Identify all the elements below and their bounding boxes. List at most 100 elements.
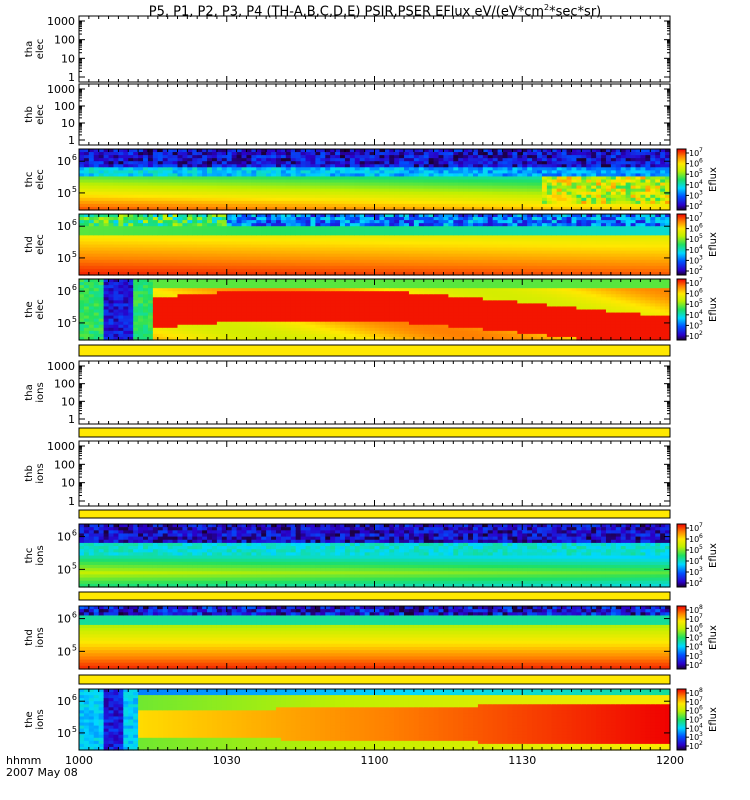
colorbar-label: Eflux (708, 543, 719, 568)
ylabel-line2: elec (35, 169, 46, 190)
ylabel-tha-elec: tha elec (24, 39, 46, 60)
yellow-strip (79, 592, 670, 600)
ylabel-line2: ions (35, 627, 46, 647)
colorbar-tick-exponent: 2 (699, 200, 703, 207)
ytick-label: 10 (57, 727, 71, 740)
colorbar-tick-exponent: 5 (699, 544, 703, 551)
colorbar-tick-label: 10 (689, 535, 699, 544)
yellow-strip (79, 345, 670, 356)
colorbar-tick-label: 10 (689, 160, 699, 169)
colorbar-tick-label: 10 (689, 606, 699, 615)
spectrogram-cells (79, 149, 671, 211)
ytick-label: 1 (68, 495, 75, 508)
colorbar-tick-label: 10 (689, 311, 699, 320)
colorbar-label: Eflux (708, 297, 719, 322)
colorbar-tick-label: 10 (689, 256, 699, 265)
ytick-exponent: 5 (72, 250, 77, 259)
colorbar-label-text: Eflux (708, 297, 719, 322)
ytick-label: 1000 (47, 440, 75, 453)
colorbar-label-text: Eflux (708, 543, 719, 568)
colorbar-tick-label: 10 (689, 546, 699, 555)
yellow-strip (79, 428, 670, 437)
colorbar-tick-label: 10 (689, 661, 699, 670)
colorbar-tick-label: 10 (689, 225, 699, 234)
colorbar-tick-label: 10 (689, 321, 699, 330)
colorbar-tick-exponent: 7 (699, 696, 703, 703)
colorbar-tick-label: 10 (689, 300, 699, 309)
ylabel-the-elec: the elec (24, 299, 46, 320)
ytick-label: 100 (54, 34, 75, 47)
colorbar-tick-label: 10 (689, 557, 699, 566)
colorbar-tick-label: 10 (689, 689, 699, 698)
colorbar-label: Eflux (708, 707, 719, 732)
colorbar-tick-exponent: 4 (699, 555, 703, 562)
colorbar-tick-exponent: 6 (699, 288, 703, 295)
ytick-exponent: 6 (72, 611, 77, 620)
ylabel-line1: thc (24, 548, 35, 564)
colorbar-label: Eflux (708, 232, 719, 257)
colorbar-tick-exponent: 7 (699, 212, 703, 219)
colorbar-tick-exponent: 3 (699, 319, 703, 326)
colorbar-tick-label: 10 (689, 716, 699, 725)
colorbar-tick-label: 10 (689, 707, 699, 716)
colorbar-tick-exponent: 8 (699, 687, 703, 694)
panel-frame (79, 84, 670, 145)
spectrogram-cells (79, 524, 671, 588)
ytick-label: 1 (68, 413, 75, 426)
colorbar-tick-exponent: 3 (699, 254, 703, 261)
panel-strip-3 (79, 510, 670, 518)
ylabel-line1: thb (24, 465, 35, 482)
ytick-label: 10 (57, 252, 71, 265)
colorbar-tick-label: 10 (689, 170, 699, 179)
ytick-label: 1 (68, 134, 75, 147)
ytick-label: 10 (61, 117, 75, 130)
ytick-label: 100 (54, 100, 75, 113)
ylabel-line2: elec (35, 299, 46, 320)
colorbar-label-text: Eflux (708, 625, 719, 650)
colorbar-label-text: Eflux (708, 707, 719, 732)
ytick-label: 100 (54, 458, 75, 471)
colorbar-tick-exponent: 7 (699, 277, 703, 284)
colorbar-tick-exponent: 3 (699, 650, 703, 657)
ylabel-line1: the (24, 301, 35, 317)
ylabel-line1: the (24, 711, 35, 727)
panel-strip-5 (79, 675, 670, 684)
xtick-label: 1100 (361, 754, 389, 767)
colorbar-tick-exponent: 4 (699, 722, 703, 729)
ytick-label: 10 (61, 395, 75, 408)
spectrogram-cells (79, 689, 671, 751)
colorbar-tick-exponent: 4 (699, 641, 703, 648)
colorbar-tick-label: 10 (689, 698, 699, 707)
ytick-label: 10 (57, 613, 71, 626)
colorbar-tick-label: 10 (689, 191, 699, 200)
ylabel-line1: thb (24, 106, 35, 123)
ylabel-line1: tha (24, 384, 35, 400)
colorbar-tick-exponent: 5 (699, 298, 703, 305)
panel-strip-2 (79, 428, 670, 437)
xaxis-label-line2: 2007 May 08 (6, 766, 78, 779)
colorbar-tick-label: 10 (689, 149, 699, 158)
colorbar-label-text: Eflux (708, 167, 719, 192)
colorbar-tick-exponent: 7 (699, 613, 703, 620)
colorbar-label-text: Eflux (708, 232, 719, 257)
colorbar-tick-exponent: 4 (699, 309, 703, 316)
ytick-exponent: 5 (72, 315, 77, 324)
ylabel-line1: tha (24, 41, 35, 57)
ytick-exponent: 6 (72, 153, 77, 162)
colorbar-label: Eflux (708, 167, 719, 192)
colorbar-tick-label: 10 (689, 724, 699, 733)
spectrogram-cells (79, 279, 671, 341)
panel-frame (79, 16, 670, 82)
ylabel-line2: elec (35, 104, 46, 125)
